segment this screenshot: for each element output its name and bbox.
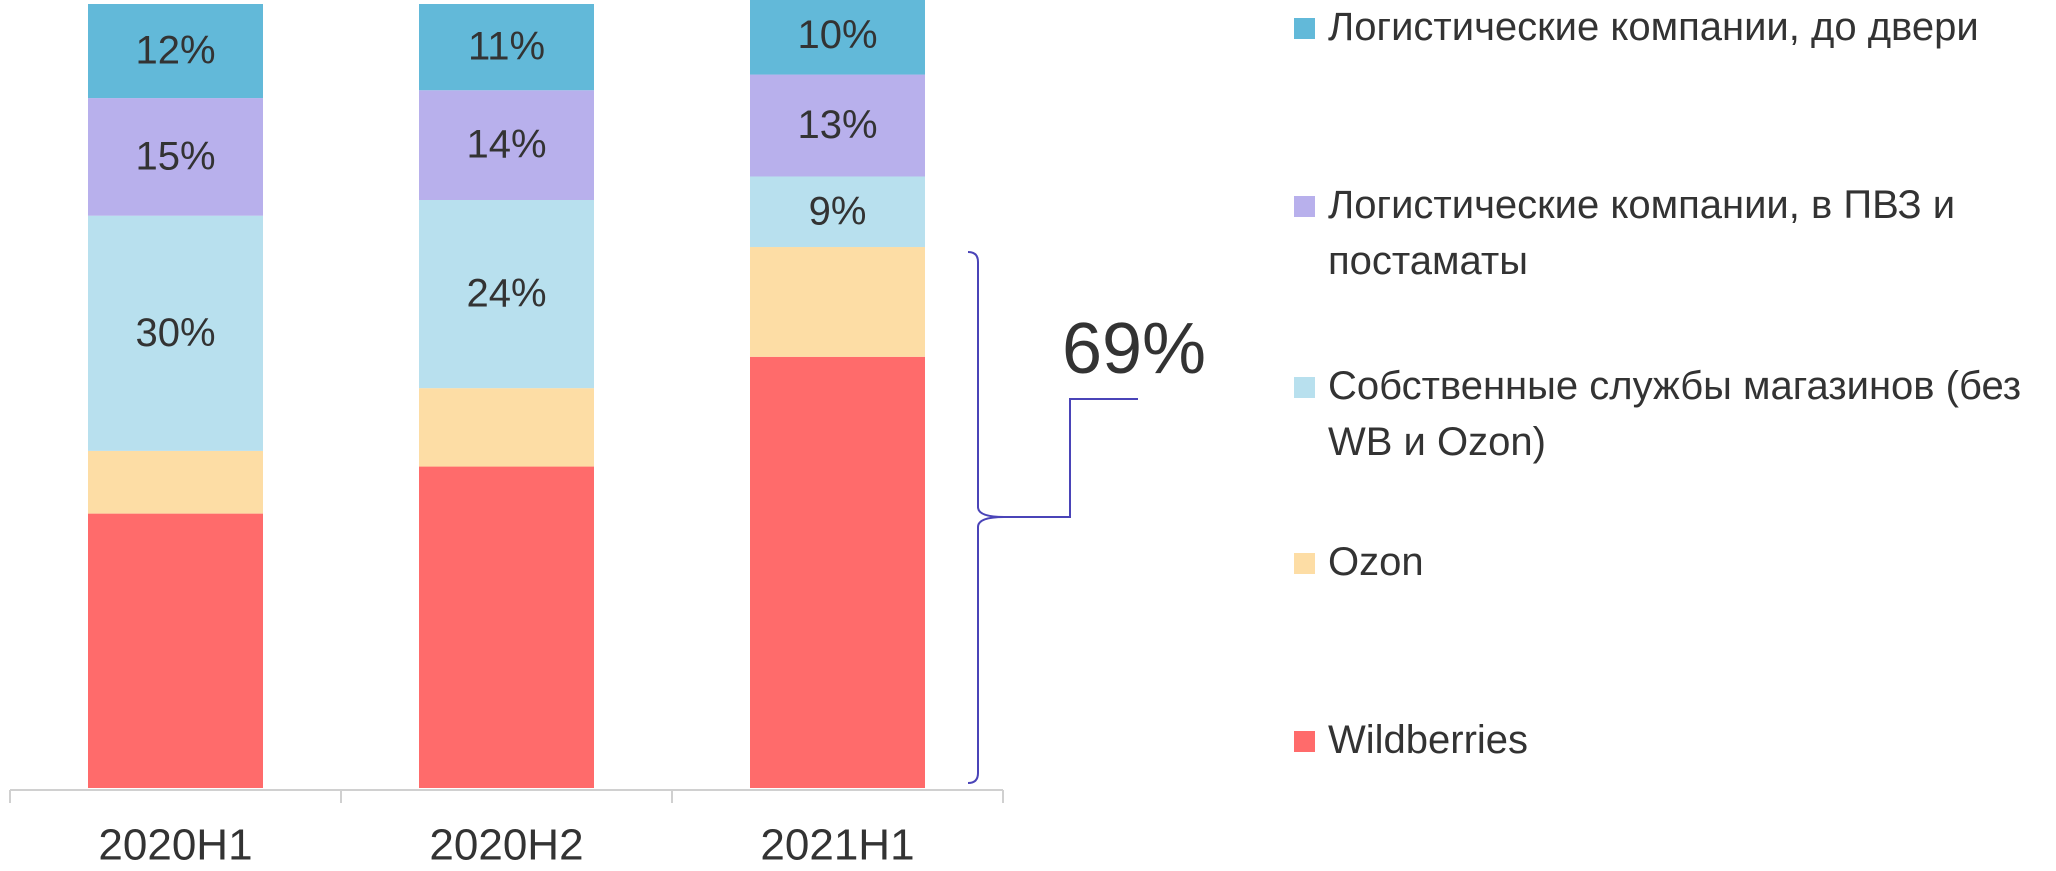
value-label: 14%	[466, 123, 546, 167]
x-tick-label: 2020H2	[429, 821, 583, 870]
legend-swatch	[1294, 553, 1315, 574]
legend-label: Ozon	[1328, 540, 1424, 584]
value-label: 13%	[797, 103, 877, 147]
x-tick-label: 2021H1	[760, 821, 914, 870]
bar-segment	[419, 90, 594, 200]
bar-segment	[419, 466, 594, 788]
bar-segment	[750, 356, 925, 788]
x-tick-label: 2020H1	[98, 821, 252, 870]
bar-segment	[750, 74, 925, 177]
value-label: 9%	[809, 189, 867, 233]
legend-label: Wildberries	[1328, 718, 1528, 762]
bar-segment	[88, 513, 263, 788]
legend-label: Собственные службы магазинов (без WB и Oz…	[1328, 364, 2021, 464]
legend-line: Собственные службы магазинов (без	[1328, 364, 2021, 408]
legend-label: Логистические компании, в ПВЗ и постаматы	[1328, 183, 1955, 283]
value-label: 30%	[135, 311, 215, 355]
value-label: 24%	[466, 272, 546, 316]
value-label: 12%	[135, 29, 215, 73]
bar-segment	[419, 4, 594, 91]
bar-segment	[419, 200, 594, 389]
bar-segment	[750, 247, 925, 357]
bar-segment	[750, 176, 925, 248]
annotation: 69%	[1062, 309, 1206, 389]
legend-swatch	[1294, 731, 1315, 752]
legend-swatch	[1294, 377, 1315, 398]
legend-line: Логистические компании, в ПВЗ и	[1328, 183, 1955, 227]
legend-line: Ozon	[1328, 540, 1424, 584]
legend-swatch	[1294, 18, 1315, 39]
bar-segment	[88, 4, 263, 99]
brace	[967, 251, 1138, 784]
legend-line: Wildberries	[1328, 718, 1528, 762]
legend-label: Логистические компании, до двери	[1328, 5, 1979, 49]
bar-segment	[750, 0, 925, 75]
legend-line: Логистические компании, до двери	[1328, 5, 1979, 49]
bar-segment	[419, 388, 594, 467]
value-label: 15%	[135, 134, 215, 178]
legend-line: WB и Ozon)	[1328, 420, 1546, 464]
legend-swatch	[1294, 196, 1315, 217]
bar-segment	[88, 450, 263, 514]
bar-segment	[88, 98, 263, 216]
value-label: 11%	[468, 25, 545, 69]
bar-segment	[88, 215, 263, 451]
value-label: 10%	[797, 13, 877, 57]
legend-line: постаматы	[1328, 239, 1528, 283]
